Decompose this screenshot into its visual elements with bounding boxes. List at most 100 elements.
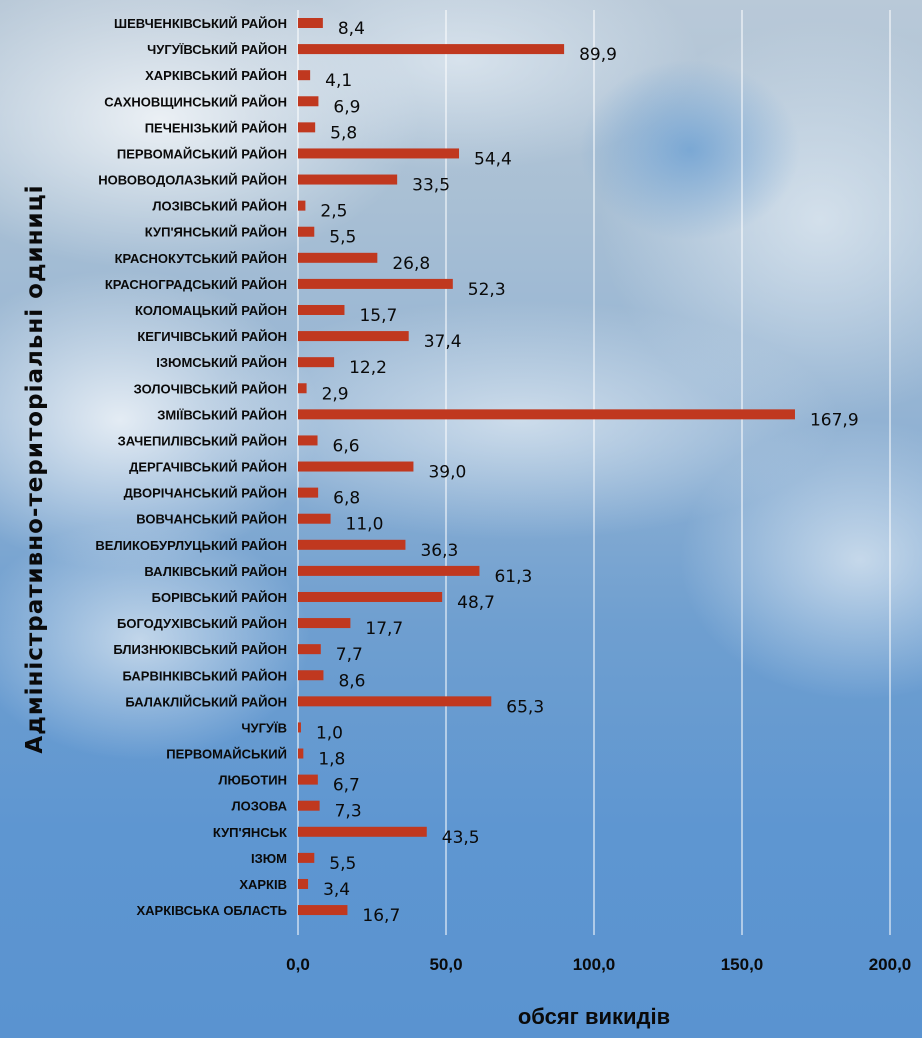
data-label: 7,3 (335, 802, 362, 822)
bar (298, 774, 318, 785)
bar (298, 905, 348, 916)
data-label: 16,7 (362, 906, 400, 926)
category-label: ЛОЗІВСЬКИЙ РАЙОН (152, 199, 287, 214)
bar (298, 852, 315, 863)
category-label: ЗМІЇВСЬКИЙ РАЙОН (157, 407, 287, 422)
category-label: ВЕЛИКОБУРЛУЦЬКИЙ РАЙОН (95, 538, 287, 553)
bar (298, 591, 443, 602)
bar (298, 748, 304, 759)
bar (298, 722, 301, 733)
data-label: 52,3 (468, 280, 506, 300)
bar (298, 252, 378, 263)
category-labels: ШЕВЧЕНКІВСЬКИЙ РАЙОН ЧУГУЇВСЬКИЙ РАЙОН ХАР… (95, 16, 287, 918)
bar (298, 44, 565, 55)
data-label: 167,9 (810, 410, 859, 430)
data-label: 6,7 (333, 776, 360, 796)
category-label: ПЕЧЕНІЗЬКИЙ РАЙОН (145, 120, 287, 135)
bar (298, 18, 323, 28)
bar (298, 487, 319, 498)
x-tick-label: 0,0 (286, 955, 310, 974)
category-label: ЛЮБОТИН (218, 773, 287, 788)
category-label: ЗОЛОЧІВСЬКИЙ РАЙОН (134, 381, 287, 396)
bar (298, 435, 318, 446)
category-label: ШЕВЧЕНКІВСЬКИЙ РАЙОН (114, 16, 287, 31)
data-label: 5,8 (330, 123, 357, 143)
bar (298, 383, 307, 394)
data-label: 65,3 (506, 697, 544, 717)
bar (298, 539, 406, 550)
bar (298, 357, 335, 368)
bar (298, 513, 331, 524)
data-label: 12,2 (349, 358, 387, 378)
bar (298, 174, 398, 185)
bar (298, 200, 306, 211)
category-label: БАЛАКЛІЙСЬКИЙ РАЙОН (125, 694, 287, 709)
bar (298, 670, 324, 681)
data-label: 6,9 (333, 97, 360, 117)
data-label: 43,5 (442, 828, 480, 848)
data-label: 11,0 (346, 515, 384, 535)
data-label: 1,8 (318, 750, 345, 770)
bar (298, 122, 316, 133)
data-label: 1,0 (316, 723, 343, 743)
category-label: ЛОЗОВА (232, 799, 288, 814)
data-label: 54,4 (474, 149, 512, 169)
bar (298, 800, 320, 811)
category-label: КРАСНОГРАДСЬКИЙ РАЙОН (105, 277, 287, 292)
category-label: КУП'ЯНСЬКИЙ РАЙОН (145, 225, 287, 240)
category-label: ІЗЮМСЬКИЙ РАЙОН (156, 355, 287, 370)
bar (298, 461, 414, 472)
data-label: 4,1 (325, 71, 352, 91)
category-label: ЗАЧЕПИЛІВСЬКИЙ РАЙОН (118, 433, 287, 448)
category-label: ЧУГУЇВСЬКИЙ РАЙОН (147, 42, 287, 57)
grid-lines (297, 10, 891, 935)
category-label: ІЗЮМ (251, 851, 287, 866)
category-label: ПЕРВОМАЙСЬКИЙ РАЙОН (117, 146, 287, 161)
data-label: 5,5 (329, 228, 356, 248)
category-label: ЧУГУЇВ (241, 720, 287, 735)
bar (298, 331, 409, 342)
bar (298, 304, 345, 315)
data-label: 15,7 (359, 306, 397, 326)
x-axis-title: обсяг викидів (518, 1004, 670, 1029)
bar (298, 409, 795, 420)
data-label: 8,4 (338, 19, 365, 39)
data-label: 39,0 (428, 463, 466, 483)
y-axis-title: Адміністративно-територіальні одиниці (22, 184, 48, 753)
data-label: 8,6 (338, 671, 365, 691)
bar (298, 148, 460, 159)
category-label: ВОВЧАНСЬКИЙ РАЙОН (136, 512, 287, 527)
category-label: КРАСНОКУТСЬКИЙ РАЙОН (115, 251, 287, 266)
x-tick-label: 100,0 (573, 955, 616, 974)
category-label: ХАРКІВСЬКИЙ РАЙОН (145, 68, 287, 83)
category-label: БЛИЗНЮКІВСЬКИЙ РАЙОН (113, 642, 287, 657)
bar (298, 565, 480, 576)
data-label: 6,8 (333, 489, 360, 509)
data-label: 6,6 (333, 436, 360, 456)
data-label: 48,7 (457, 593, 495, 613)
data-label: 26,8 (392, 254, 430, 274)
bar (298, 696, 492, 707)
category-label: КУП'ЯНСЬК (213, 825, 287, 840)
data-label: 17,7 (365, 619, 403, 639)
data-label: 2,9 (322, 384, 349, 404)
x-tick-label: 200,0 (869, 955, 912, 974)
category-label: НОВОВОДОЛАЗЬКИЙ РАЙОН (98, 173, 287, 188)
data-label: 36,3 (420, 541, 458, 561)
category-label: БОРІВСЬКИЙ РАЙОН (152, 590, 287, 605)
category-label: САХНОВЩИНСЬКИЙ РАЙОН (104, 94, 287, 109)
category-label: ДВОРІЧАНСЬКИЙ РАЙОН (124, 486, 287, 501)
value-labels: 8,4 89,9 4,1 6,9 5,8 54,4 33,5 2,5 5,5 26,8 52,3 15… (316, 19, 859, 926)
category-label: ПЕРВОМАЙСЬКИЙ (166, 747, 287, 762)
data-label: 33,5 (412, 176, 450, 196)
category-label: БОГОДУХІВСЬКИЙ РАЙОН (117, 616, 287, 631)
data-label: 37,4 (424, 332, 462, 352)
category-label: ХАРКІВ (239, 877, 287, 892)
bar (298, 878, 309, 889)
data-label: 89,9 (579, 45, 617, 65)
bar (298, 96, 319, 107)
bar (298, 826, 427, 837)
bar (298, 278, 453, 289)
